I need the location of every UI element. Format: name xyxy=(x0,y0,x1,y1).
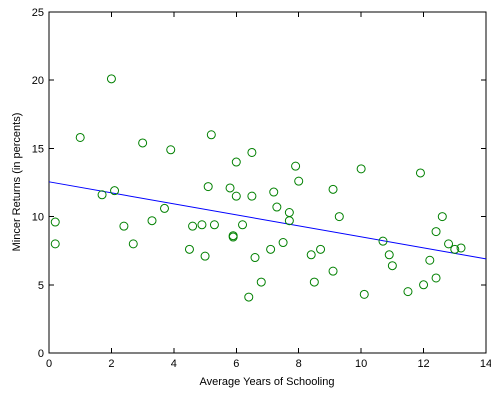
x-tick-label: 0 xyxy=(46,358,52,370)
y-tick-label: 15 xyxy=(32,143,44,155)
scatter-point xyxy=(306,250,316,260)
x-tick-label: 14 xyxy=(480,358,491,370)
x-tick-label: 2 xyxy=(108,358,114,370)
scatter-point xyxy=(159,203,169,213)
scatter-point xyxy=(110,186,120,196)
scatter-point xyxy=(97,190,107,200)
scatter-point xyxy=(437,212,447,222)
scatter-point xyxy=(403,287,413,297)
scatter-point xyxy=(231,157,241,167)
scatter-point xyxy=(269,187,279,197)
scatter-point xyxy=(225,183,235,193)
scatter-point xyxy=(50,239,60,249)
x-axis-ticks: 0 2 4 6 8 10 12 14 xyxy=(46,12,491,370)
scatter-point xyxy=(291,161,301,171)
scatter-point xyxy=(197,220,207,230)
scatter-point xyxy=(250,253,260,263)
plot-area xyxy=(48,11,487,354)
scatter-point xyxy=(272,202,282,212)
x-tick-label: 4 xyxy=(171,358,177,370)
y-tick-label: 5 xyxy=(38,280,44,292)
scatter-point xyxy=(384,250,394,260)
scatter-point xyxy=(147,216,157,226)
scatter-point xyxy=(378,236,388,246)
scatter-point xyxy=(247,147,257,157)
scatter-point xyxy=(425,255,435,265)
regression-line xyxy=(48,181,487,260)
scatter-point xyxy=(209,220,219,230)
scatter-point xyxy=(316,244,326,254)
y-axis-ticks: 0 5 10 15 20 25 xyxy=(32,7,486,360)
scatter-point xyxy=(256,277,266,287)
x-tick-label: 8 xyxy=(296,358,302,370)
scatter-point xyxy=(334,212,344,222)
scatter-point xyxy=(247,191,257,201)
scatter-point xyxy=(415,168,425,178)
scatter-point xyxy=(284,216,294,226)
scatter-point xyxy=(359,289,369,299)
y-tick-label: 25 xyxy=(32,7,44,19)
scatter-point xyxy=(106,74,116,84)
scatter-point xyxy=(278,238,288,248)
scatter-point xyxy=(456,243,466,253)
x-tick-label: 6 xyxy=(233,358,239,370)
scatter-point xyxy=(356,164,366,174)
x-tick-label: 12 xyxy=(417,358,429,370)
scatter-point xyxy=(238,220,248,230)
scatter-point xyxy=(200,251,210,261)
x-axis-title: Average Years of Schooling xyxy=(200,376,335,388)
scatter-point xyxy=(419,280,429,290)
scatter-point xyxy=(119,221,129,231)
scatter-point xyxy=(231,191,241,201)
scatter-point xyxy=(431,227,441,237)
scatter-point xyxy=(203,182,213,192)
x-tick-label: 10 xyxy=(355,358,367,370)
scatter-point xyxy=(228,232,238,242)
scatter-point xyxy=(309,277,319,287)
y-tick-label: 0 xyxy=(38,348,44,360)
y-tick-label: 10 xyxy=(32,212,44,224)
scatter-point xyxy=(206,130,216,140)
plot-frame xyxy=(48,11,487,354)
scatter-point xyxy=(266,244,276,254)
scatter-point xyxy=(387,261,397,271)
scatter-point xyxy=(294,176,304,186)
y-axis-title: Mincer Returns (in percents) xyxy=(11,113,23,252)
scatter-point xyxy=(184,244,194,254)
scatter-point xyxy=(444,239,454,249)
scatter-point xyxy=(450,244,460,254)
scatter-point xyxy=(138,138,148,148)
scatter-point xyxy=(244,292,254,302)
scatter-point xyxy=(166,145,176,155)
scatter-point xyxy=(50,217,60,227)
scatter-point xyxy=(128,239,138,249)
y-tick-label: 20 xyxy=(32,75,44,87)
fit-line-layer xyxy=(48,181,487,260)
scatter-points xyxy=(50,74,466,302)
scatter-point xyxy=(328,184,338,194)
scatter-point xyxy=(431,273,441,283)
scatter-point xyxy=(75,132,85,142)
scatter-point xyxy=(328,266,338,276)
scatter-point xyxy=(188,221,198,231)
